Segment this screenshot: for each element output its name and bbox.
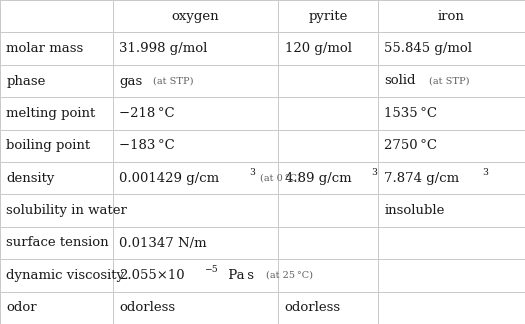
Text: phase: phase — [6, 75, 46, 87]
Text: gas: gas — [119, 75, 142, 87]
Text: 0.001429 g/cm: 0.001429 g/cm — [119, 172, 219, 185]
Text: 31.998 g/mol: 31.998 g/mol — [119, 42, 207, 55]
Text: surface tension: surface tension — [6, 237, 109, 249]
Text: 4.89 g/cm: 4.89 g/cm — [285, 172, 351, 185]
Text: pyrite: pyrite — [309, 10, 348, 23]
Text: density: density — [6, 172, 55, 185]
Text: Pa s: Pa s — [224, 269, 254, 282]
Text: odor: odor — [6, 301, 37, 314]
Text: 2750 °C: 2750 °C — [384, 139, 437, 152]
Text: solid: solid — [384, 75, 416, 87]
Text: solubility in water: solubility in water — [6, 204, 127, 217]
Text: (at 0 °C): (at 0 °C) — [260, 174, 301, 183]
Text: 0.01347 N/m: 0.01347 N/m — [119, 237, 207, 249]
Text: (at STP): (at STP) — [153, 76, 194, 86]
Text: 2.055×10: 2.055×10 — [119, 269, 185, 282]
Text: −183 °C: −183 °C — [119, 139, 175, 152]
Text: dynamic viscosity: dynamic viscosity — [6, 269, 124, 282]
Text: 1535 °C: 1535 °C — [384, 107, 437, 120]
Text: molar mass: molar mass — [6, 42, 83, 55]
Text: boiling point: boiling point — [6, 139, 90, 152]
Text: melting point: melting point — [6, 107, 96, 120]
Text: iron: iron — [438, 10, 465, 23]
Text: −5: −5 — [204, 265, 218, 274]
Text: 55.845 g/mol: 55.845 g/mol — [384, 42, 472, 55]
Text: insoluble: insoluble — [384, 204, 445, 217]
Text: oxygen: oxygen — [172, 10, 219, 23]
Text: odorless: odorless — [119, 301, 175, 314]
Text: 3: 3 — [249, 168, 255, 177]
Text: (at STP): (at STP) — [429, 76, 470, 86]
Text: odorless: odorless — [285, 301, 341, 314]
Text: −218 °C: −218 °C — [119, 107, 175, 120]
Text: (at 25 °C): (at 25 °C) — [266, 271, 313, 280]
Text: 3: 3 — [372, 168, 377, 177]
Text: 7.874 g/cm: 7.874 g/cm — [384, 172, 459, 185]
Text: 3: 3 — [482, 168, 488, 177]
Text: 120 g/mol: 120 g/mol — [285, 42, 352, 55]
